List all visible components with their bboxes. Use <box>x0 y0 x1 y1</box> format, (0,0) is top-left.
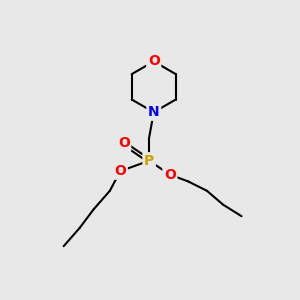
Text: O: O <box>164 168 176 182</box>
Text: P: P <box>144 154 154 168</box>
Text: O: O <box>118 136 130 150</box>
Text: O: O <box>148 54 160 68</box>
Text: N: N <box>148 105 160 119</box>
Text: O: O <box>114 164 126 178</box>
